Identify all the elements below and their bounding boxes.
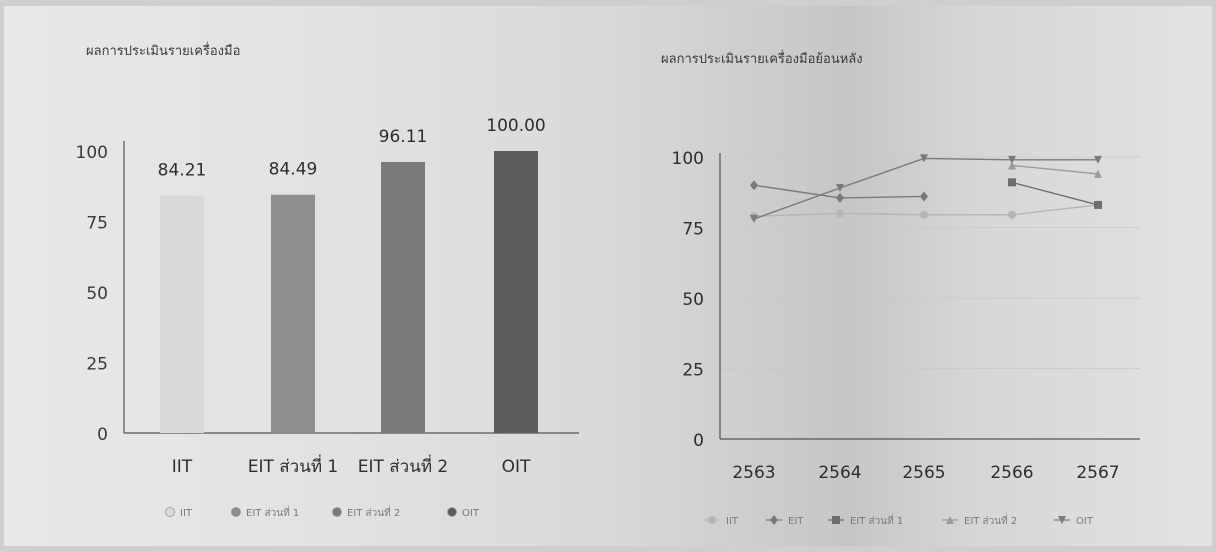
- series-line: [1011, 164, 1099, 175]
- legend-label: EIT ส่วนที่ 1: [850, 513, 903, 527]
- legend-marker: [165, 507, 175, 517]
- legend-marker: [946, 516, 954, 524]
- legend-marker: [231, 507, 241, 517]
- data-point: [1094, 169, 1102, 178]
- data-point: [750, 180, 758, 191]
- legend-marker: [770, 515, 778, 525]
- x-category-label: OIT: [502, 457, 531, 477]
- line-chart-title: ผลการประเมินรายเครื่องมือย้อนหลัง: [661, 52, 863, 67]
- y-tick-label: 50: [86, 284, 108, 304]
- bar-value-label: 96.11: [379, 127, 428, 147]
- x-category-label: IIT: [172, 457, 193, 477]
- y-tick-label: 25: [86, 355, 108, 375]
- y-tick-label: 25: [682, 361, 704, 381]
- x-tick-label: 2566: [990, 463, 1033, 483]
- data-point: [1094, 155, 1102, 164]
- series-EIT ส่วนที่ 1: [1008, 178, 1102, 209]
- x-tick-label: 2563: [732, 463, 775, 483]
- data-point: [920, 210, 928, 219]
- series-EIT: [750, 180, 928, 203]
- series-line: [1011, 181, 1099, 206]
- series-IIT: [750, 200, 1102, 221]
- data-point: [750, 215, 758, 224]
- bar-chart-title: ผลการประเมินรายเครื่องมือ: [86, 44, 241, 59]
- y-tick-label: 75: [86, 214, 108, 234]
- legend-marker: [708, 516, 716, 524]
- legend-label: IIT: [726, 516, 739, 527]
- y-tick-label: 50: [682, 290, 704, 310]
- legend-marker: [832, 516, 840, 524]
- data-point: [1008, 155, 1016, 164]
- series-EIT ส่วนที่ 2: [1008, 161, 1102, 178]
- legend-label: OIT: [462, 508, 480, 519]
- legend-marker: [332, 507, 342, 517]
- legend-label: OIT: [1076, 516, 1094, 527]
- data-point: [1008, 210, 1016, 219]
- data-point: [1094, 200, 1102, 209]
- x-tick-label: 2565: [902, 463, 945, 483]
- y-tick-label: 0: [97, 425, 108, 445]
- y-tick-label: 100: [672, 149, 704, 169]
- y-tick-label: 0: [693, 431, 704, 451]
- bar: [381, 161, 425, 434]
- data-point: [1008, 161, 1016, 170]
- legend-label: EIT ส่วนที่ 1: [246, 505, 299, 519]
- legend-marker: [447, 507, 457, 517]
- report-page: ผลการประเมินรายเครื่องมือ ผลการประเมินรา…: [4, 6, 1212, 546]
- bar-value-label: 100.00: [486, 116, 545, 136]
- data-point: [920, 191, 928, 202]
- series-OIT: [750, 154, 1102, 224]
- legend-label: IIT: [180, 508, 193, 519]
- bar: [271, 194, 315, 433]
- series-line: [753, 157, 1098, 220]
- legend-marker: [1058, 516, 1066, 524]
- bar-value-label: 84.21: [158, 161, 207, 181]
- y-tick-label: 100: [76, 143, 108, 163]
- legend-label: EIT ส่วนที่ 2: [347, 505, 400, 519]
- bar: [494, 151, 538, 433]
- bar-chart: 0 25 50 75 100 84.21 IIT 84.49 EIT ส่วนที่ 1 96.1…: [76, 116, 579, 519]
- x-tick-label: 2564: [818, 463, 861, 483]
- legend-label: EIT ส่วนที่ 2: [964, 513, 1017, 527]
- bar-value-label: 84.49: [269, 160, 318, 180]
- x-tick-label: 2567: [1076, 463, 1119, 483]
- data-point: [836, 184, 844, 193]
- y-tick-label: 75: [682, 220, 704, 240]
- bar: [160, 195, 204, 433]
- data-point: [1008, 178, 1016, 187]
- line-chart: 0 25 50 75 100 2563 2564 2565 2566 2567 IIT EIT EIT …: [672, 149, 1140, 527]
- data-point: [836, 209, 844, 218]
- x-category-label: EIT ส่วนที่ 1: [248, 454, 339, 477]
- x-category-label: EIT ส่วนที่ 2: [358, 454, 449, 477]
- data-point: [836, 192, 844, 203]
- data-point: [920, 154, 928, 163]
- legend-label: EIT: [788, 516, 804, 527]
